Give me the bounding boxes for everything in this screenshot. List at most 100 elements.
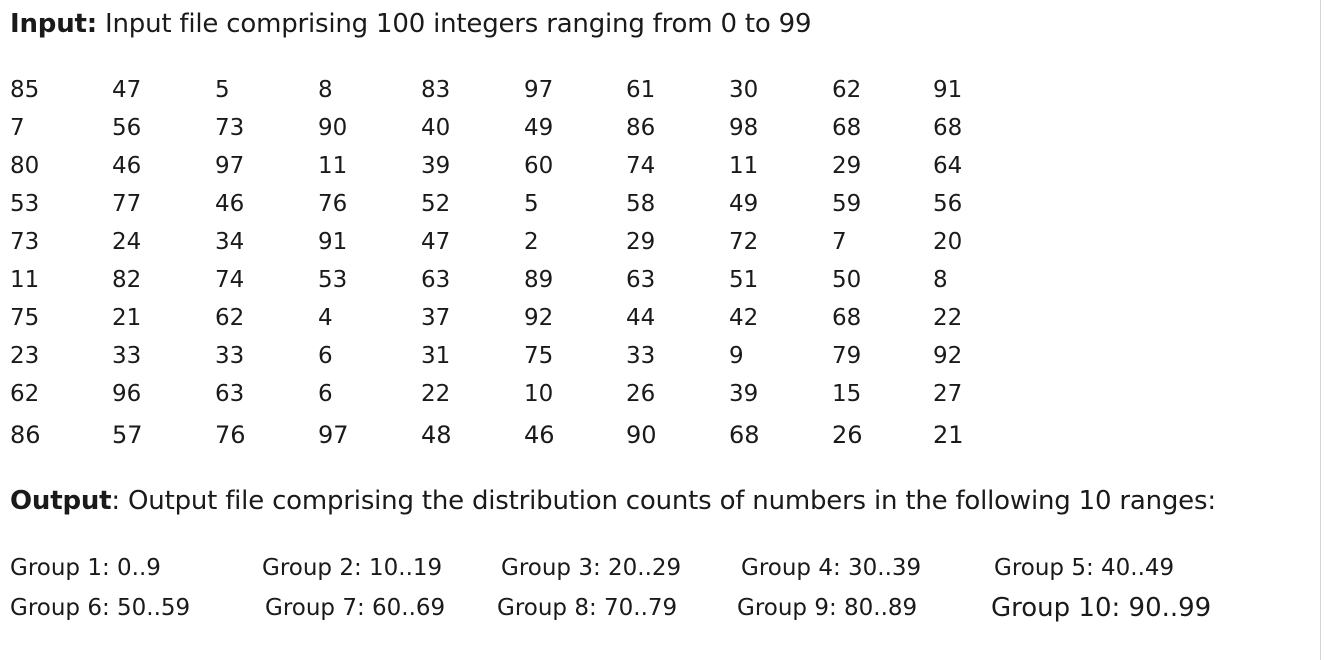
number-cell: 92 [524,305,554,331]
number-cell: 39 [729,381,759,407]
page-edge-rule [1320,0,1321,660]
group-range-6: Group 6: 50..59 [10,595,191,621]
number-cell: 40 [421,115,451,141]
number-cell: 20 [933,229,963,255]
number-cell: 5 [524,191,539,217]
number-cell: 74 [215,267,245,293]
number-cell: 21 [933,421,964,449]
number-cell: 73 [215,115,245,141]
number-cell: 68 [832,115,862,141]
number-cell: 68 [933,115,963,141]
number-cell: 63 [421,267,451,293]
number-cell: 91 [318,229,348,255]
number-cell: 39 [421,153,451,179]
number-cell: 29 [626,229,656,255]
group-range-10: Group 10: 90..99 [991,593,1212,623]
number-cell: 52 [421,191,451,217]
group-range-9: Group 9: 80..89 [737,595,918,621]
number-cell: 90 [318,115,348,141]
number-cell: 97 [524,77,554,103]
input-text: Input file comprising 100 integers rangi… [105,9,812,39]
number-cell: 11 [318,153,348,179]
number-cell: 64 [933,153,963,179]
number-cell: 9 [729,343,744,369]
number-cell: 29 [832,153,862,179]
number-cell: 74 [626,153,656,179]
number-cell: 53 [318,267,348,293]
number-cell: 76 [318,191,348,217]
number-cell: 33 [215,343,245,369]
number-cell: 8 [318,77,333,103]
number-cell: 60 [524,153,554,179]
output-heading: Output [10,486,112,516]
number-cell: 10 [524,381,554,407]
number-cell: 86 [626,115,656,141]
number-cell: 53 [10,191,40,217]
number-cell: 83 [421,77,451,103]
number-cell: 11 [729,153,759,179]
number-cell: 68 [832,305,862,331]
number-cell: 31 [421,343,451,369]
number-cell: 6 [318,343,333,369]
output-description: Output: Output file comprising the distr… [10,486,1216,516]
group-range-8: Group 8: 70..79 [497,595,678,621]
number-cell: 92 [933,343,963,369]
number-cell: 68 [729,421,760,449]
number-cell: 23 [10,343,40,369]
number-cell: 50 [832,267,862,293]
group-range-2: Group 2: 10..19 [262,555,443,581]
number-cell: 22 [933,305,963,331]
group-range-4: Group 4: 30..39 [741,555,922,581]
number-cell: 72 [729,229,759,255]
number-cell: 86 [10,421,41,449]
number-cell: 5 [215,77,230,103]
number-cell: 77 [112,191,142,217]
number-cell: 57 [112,421,143,449]
number-cell: 26 [832,421,863,449]
number-cell: 48 [421,421,452,449]
number-cell: 24 [112,229,142,255]
number-cell: 56 [112,115,142,141]
input-heading: Input: [10,9,97,39]
number-cell: 51 [729,267,759,293]
number-cell: 75 [10,305,40,331]
number-cell: 63 [215,381,245,407]
number-cell: 15 [832,381,862,407]
number-cell: 33 [112,343,142,369]
group-range-1: Group 1: 0..9 [10,555,161,581]
number-cell: 75 [524,343,554,369]
number-cell: 46 [112,153,142,179]
number-cell: 97 [318,421,349,449]
number-cell: 47 [421,229,451,255]
number-cell: 6 [318,381,333,407]
number-cell: 58 [626,191,656,217]
number-cell: 89 [524,267,554,293]
number-cell: 61 [626,77,656,103]
number-cell: 49 [729,191,759,217]
number-cell: 44 [626,305,656,331]
number-cell: 46 [524,421,555,449]
number-cell: 2 [524,229,539,255]
group-range-3: Group 3: 20..29 [501,555,682,581]
group-range-7: Group 7: 60..69 [265,595,446,621]
number-cell: 26 [626,381,656,407]
number-cell: 4 [318,305,333,331]
number-cell: 90 [626,421,657,449]
number-cell: 98 [729,115,759,141]
number-cell: 62 [215,305,245,331]
number-cell: 80 [10,153,40,179]
number-cell: 22 [421,381,451,407]
number-cell: 76 [215,421,246,449]
number-cell: 8 [933,267,948,293]
number-cell: 96 [112,381,142,407]
number-cell: 27 [933,381,963,407]
number-cell: 56 [933,191,963,217]
number-cell: 62 [832,77,862,103]
number-cell: 73 [10,229,40,255]
number-cell: 42 [729,305,759,331]
number-cell: 97 [215,153,245,179]
number-cell: 49 [524,115,554,141]
number-cell: 34 [215,229,245,255]
input-description: Input: Input file comprising 100 integer… [10,9,812,39]
number-cell: 11 [10,267,40,293]
